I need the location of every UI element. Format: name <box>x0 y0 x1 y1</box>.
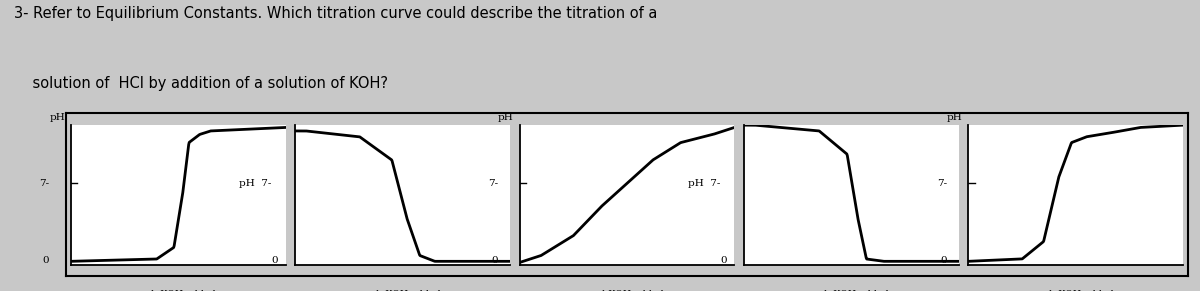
Text: vol. KOH added: vol. KOH added <box>1038 290 1114 291</box>
Text: 7-: 7- <box>40 179 49 188</box>
Text: pH: pH <box>947 113 962 122</box>
Text: 7-: 7- <box>488 179 498 188</box>
Text: vol. KOH added: vol. KOH added <box>365 290 440 291</box>
Text: vol. KOH added: vol. KOH added <box>814 290 889 291</box>
Text: pH: pH <box>498 113 514 122</box>
Text: 7-: 7- <box>937 179 947 188</box>
Text: 3- Refer to Equilibrium Constants. Which titration curve could describe the titr: 3- Refer to Equilibrium Constants. Which… <box>14 6 658 21</box>
Text: 0: 0 <box>720 256 727 265</box>
Text: pH  7-: pH 7- <box>688 179 720 188</box>
Text: solution of  HCl by addition of a solution of KOH?: solution of HCl by addition of a solutio… <box>14 76 389 91</box>
Text: 0: 0 <box>271 256 278 265</box>
Text: 0: 0 <box>492 256 498 265</box>
Text: pH  7-: pH 7- <box>239 179 271 188</box>
Text: vol KOH added: vol KOH added <box>590 290 664 291</box>
Text: 0: 0 <box>941 256 947 265</box>
Text: vol. KOH added: vol. KOH added <box>140 290 216 291</box>
Text: pH: pH <box>49 113 65 122</box>
Text: 0: 0 <box>43 256 49 265</box>
